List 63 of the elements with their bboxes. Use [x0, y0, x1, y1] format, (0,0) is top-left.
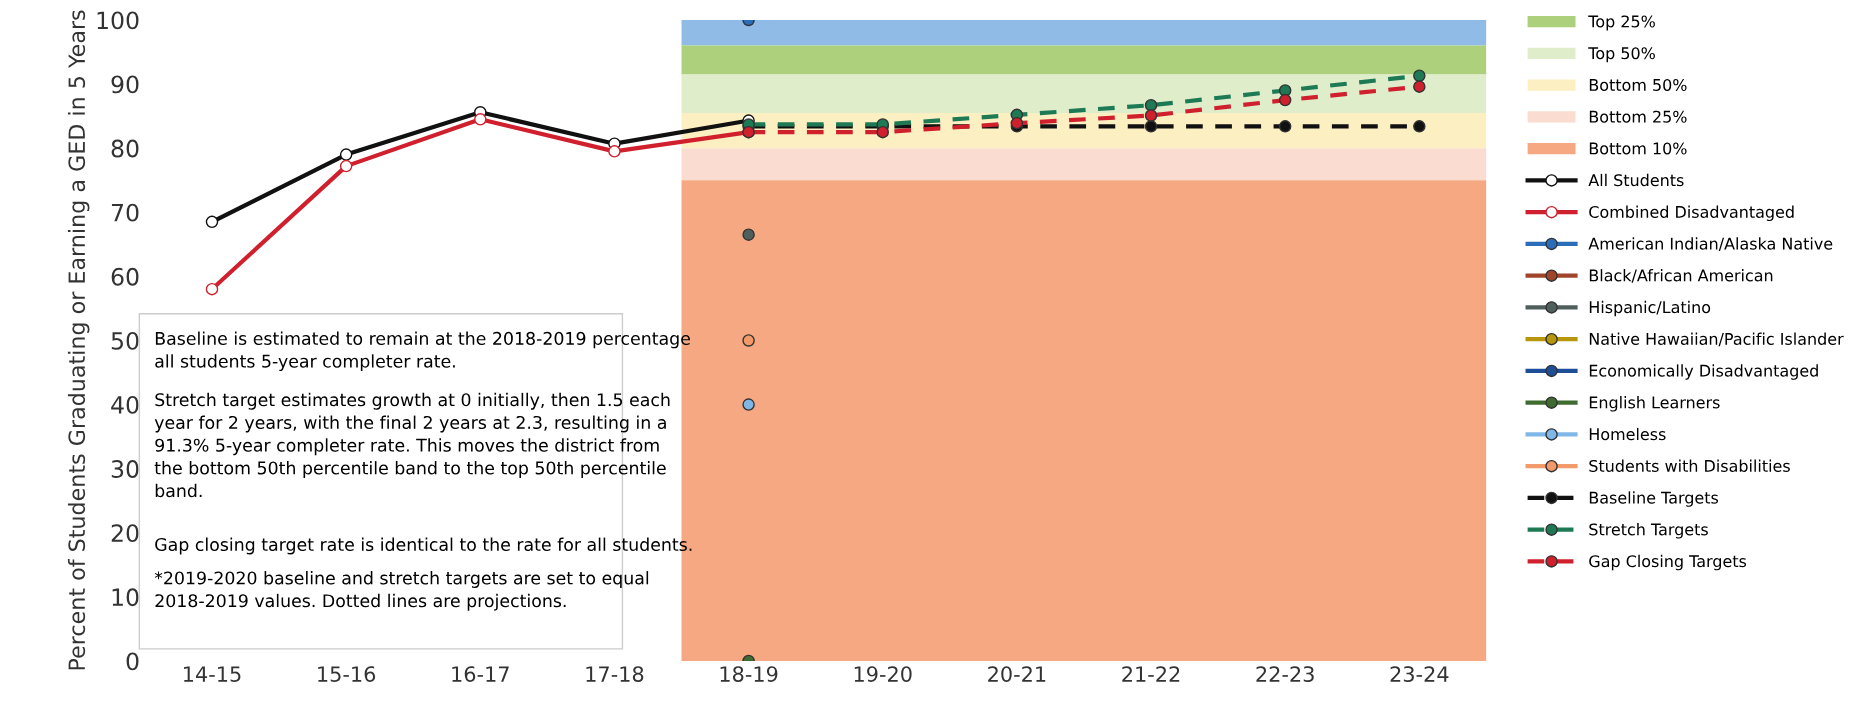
point — [1413, 80, 1426, 93]
point — [1413, 69, 1426, 82]
point — [339, 159, 353, 173]
point — [1278, 120, 1292, 133]
legend-label: Combined Disadvantaged — [1589, 205, 1794, 222]
x-tick-label: 15-16 — [318, 666, 376, 682]
x-tick-label: 17-18 — [586, 666, 644, 682]
annotation: Stretch target estimates growth at 0 initially, then 1.5 each year for 2 years, with the final 2 years at 2.3, resulting in a 91.3% 5-year completer rate. This moves the district from the bottom 50th percentile band to the top 50th percentile band. — [154, 392, 670, 498]
y-tick-label: 20 — [111, 524, 139, 543]
point — [1413, 120, 1426, 133]
y-axis-title: Percent of Students Graduating or Earning a GED in 5 Years — [67, 10, 90, 670]
point — [474, 113, 487, 126]
point — [205, 282, 219, 296]
point — [1010, 116, 1024, 130]
annotation: Baseline is estimated to remain at the 2018-2019 percentage all students 5-year completer rate. — [155, 331, 690, 372]
legend-label: Black/African American — [1589, 269, 1773, 283]
y-tick-label: 70 — [111, 203, 139, 222]
point — [742, 334, 755, 347]
point — [1144, 98, 1158, 112]
legend-label: Economically Disadvantaged — [1589, 364, 1818, 380]
legend-label: Homeless — [1589, 427, 1666, 441]
y-tick-label: 90 — [111, 75, 139, 94]
x-tick-label: 23-24 — [1390, 666, 1449, 682]
point — [1144, 120, 1158, 133]
x-tick-label: 14-15 — [184, 666, 241, 682]
point — [876, 125, 889, 139]
annotation: Gap closing target rate is identical to the rate for all students. — [155, 537, 692, 555]
point — [608, 145, 621, 158]
legend-label: American Indian/Alaska Native — [1588, 237, 1833, 251]
y-tick-label: 60 — [111, 267, 139, 286]
legend-label: Top 25% — [1588, 15, 1655, 31]
annotation: *2019-2020 baseline and stretch targets are set to equal 2018-2019 values. Dotted lines are projections. — [154, 571, 649, 611]
x-tick-label: 21-22 — [1122, 666, 1180, 682]
legend-label: Baseline Targets — [1589, 491, 1719, 507]
point — [205, 215, 219, 229]
y-tick-label: 10 — [112, 588, 139, 607]
y-tick-label: 0 — [126, 652, 139, 671]
point — [742, 228, 755, 241]
y-tick-label: 50 — [111, 331, 139, 350]
point — [339, 148, 353, 161]
y-tick-label: 100 — [97, 11, 139, 30]
legend-label: Students with Disabilities — [1589, 459, 1790, 472]
x-tick-label: 20-21 — [988, 666, 1046, 682]
legend-label: Bottom 50% — [1589, 78, 1687, 91]
legend-label: Hispanic/Latino — [1589, 300, 1711, 317]
y-tick-label: 40 — [111, 396, 139, 414]
x-tick-label: 18-19 — [720, 666, 778, 682]
legend-label: Gap Closing Targets — [1589, 554, 1747, 571]
point — [1144, 109, 1158, 122]
y-tick-label: 80 — [111, 139, 139, 158]
legend-label: Stretch Targets — [1589, 523, 1708, 539]
x-tick-label: 16-17 — [452, 666, 509, 682]
x-tick-label: 22-23 — [1256, 666, 1314, 682]
legend-label: English Learners — [1589, 396, 1720, 412]
legend-label: Top 50% — [1588, 47, 1655, 63]
point — [742, 398, 755, 411]
legend-label: Native Hawaiian/Pacific Islander — [1589, 332, 1844, 347]
y-tick-label: 30 — [111, 460, 139, 478]
legend-label: Bottom 10% — [1589, 142, 1687, 155]
x-tick-label: 19-20 — [854, 666, 912, 682]
point — [1278, 93, 1292, 107]
legend-label: All Students — [1588, 173, 1684, 187]
legend-label: Bottom 25% — [1589, 110, 1687, 123]
